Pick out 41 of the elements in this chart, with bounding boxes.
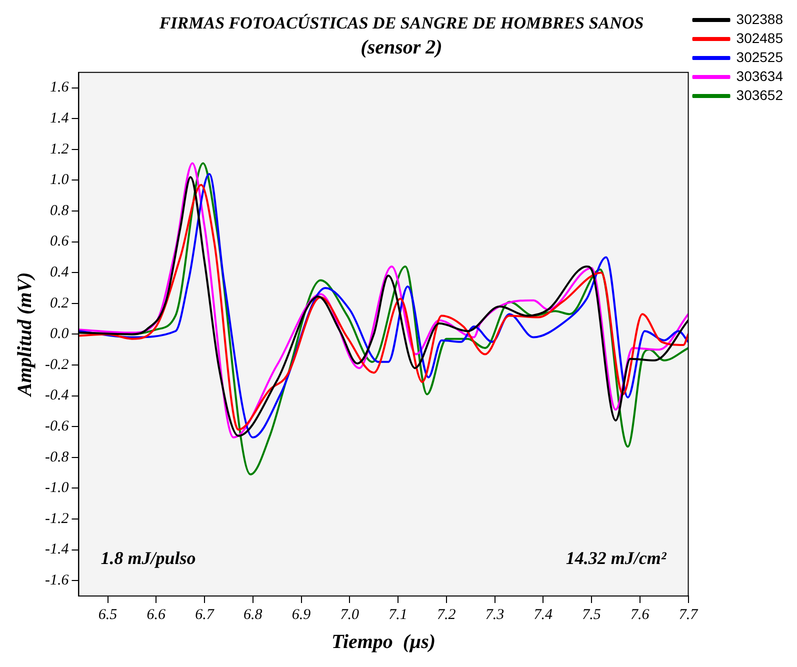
y-tick-label: -0.2 xyxy=(44,356,70,373)
x-tick-label: 7.5 xyxy=(582,606,602,623)
annotation: 14.32 mJ/cm² xyxy=(566,548,667,568)
x-tick-label: 6.7 xyxy=(195,606,216,623)
y-tick-label: 0.4 xyxy=(50,264,70,281)
x-tick-label: 7.7 xyxy=(678,606,700,623)
legend-label: 302388 xyxy=(736,10,784,27)
x-tick-label: 7.0 xyxy=(340,606,360,623)
chart-title: FIRMAS FOTOACÚSTICAS DE SANGRE DE HOMBRES SANOS xyxy=(158,14,644,33)
y-tick-label: -0.4 xyxy=(44,388,70,404)
y-tick-label: 0.0 xyxy=(50,326,70,342)
y-tick-label: -1.4 xyxy=(44,542,70,558)
y-tick-label: 1.4 xyxy=(50,110,70,127)
y-axis-title: Amplitud (mV) xyxy=(14,272,36,398)
chart-subtitle: (sensor 2) xyxy=(360,36,442,59)
y-tick-label: -1.0 xyxy=(44,480,70,496)
x-axis-title: Tiempo (µs) xyxy=(331,631,436,654)
y-tick-label: 0.6 xyxy=(50,234,70,250)
y-tick-label: -1.6 xyxy=(44,572,70,589)
y-tick-label: 0.2 xyxy=(50,295,70,312)
y-tick-label: -0.8 xyxy=(44,449,70,466)
x-tick-label: 7.4 xyxy=(534,606,554,623)
legend-label: 302485 xyxy=(736,30,784,46)
y-tick-label: -1.2 xyxy=(44,510,70,527)
x-tick-label: 7.1 xyxy=(388,606,408,623)
legend-label: 303634 xyxy=(736,68,784,84)
x-tick-label: 7.6 xyxy=(630,606,650,623)
y-tick-label: 1.6 xyxy=(50,80,70,96)
y-tick-label: 1.2 xyxy=(50,141,70,158)
x-tick-label: 6.9 xyxy=(292,606,312,623)
legend-label: 303652 xyxy=(736,86,784,103)
x-tick-label: 7.2 xyxy=(437,606,456,623)
y-tick-label: -0.6 xyxy=(44,418,70,435)
x-tick-label: 6.6 xyxy=(146,606,166,623)
x-tick-label: 7.3 xyxy=(485,606,504,623)
x-tick-label: 6.5 xyxy=(98,606,118,623)
legend-label: 302525 xyxy=(736,48,784,65)
x-tick-label: 6.8 xyxy=(244,606,263,623)
y-tick-label: 0.8 xyxy=(50,202,70,219)
y-tick-label: 1.0 xyxy=(50,172,70,188)
annotation: 1.8 mJ/pulso xyxy=(100,548,196,568)
